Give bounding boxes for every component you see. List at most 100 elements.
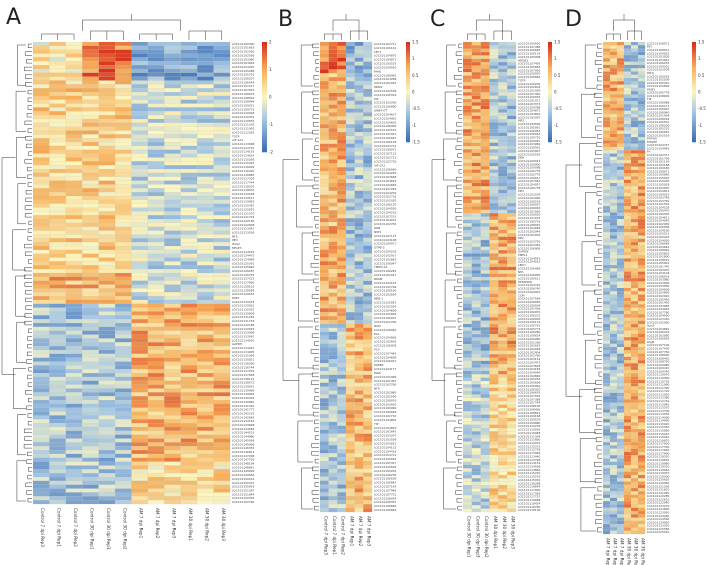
heatmap-cell: [462, 320, 472, 325]
heatmap-cell: [471, 273, 481, 278]
row-label: LOC101102663: [374, 257, 397, 261]
heatmap-cell: [609, 527, 618, 531]
heatmap-cell: [623, 140, 632, 144]
row-label: LOC101118650: [647, 458, 670, 462]
heatmap-cell: [489, 337, 499, 341]
heatmap-cell: [98, 84, 116, 89]
heatmap-cell: [328, 206, 338, 211]
heatmap-cell: [630, 117, 639, 121]
heatmap-cell: [363, 186, 373, 191]
heatmap-cell: [180, 446, 198, 451]
heatmap-cell: [623, 130, 632, 134]
heatmap-cell: [115, 315, 132, 320]
heatmap-cell: [49, 430, 66, 435]
heatmap-cell: [623, 222, 632, 226]
heatmap-cell: [337, 45, 347, 50]
heatmap-cell: [354, 292, 364, 297]
row-label: LOC101106120: [374, 203, 397, 207]
heatmap-cell: [147, 107, 165, 112]
heatmap-cell: [147, 303, 165, 308]
heatmap-cell: [623, 94, 632, 98]
heatmap-cell: [180, 299, 198, 304]
heatmap-cell: [131, 438, 149, 443]
heatmap-cell: [623, 166, 632, 171]
heatmap-cell: [616, 117, 625, 121]
heatmap-cell: [345, 229, 355, 235]
heatmap-cell: [637, 235, 646, 239]
heatmap-cell: [471, 495, 481, 499]
heatmap-cell: [328, 323, 338, 329]
heatmap-cell: [471, 276, 481, 281]
heatmap-cell: [609, 458, 618, 462]
heatmap-cell: [471, 62, 481, 66]
heatmap-cell: [354, 461, 364, 466]
heatmap-cell: [480, 85, 490, 90]
heatmap-cell: [98, 115, 116, 120]
heatmap-cell: [637, 133, 646, 138]
heatmap-cell: [637, 114, 646, 118]
heatmap-cell: [147, 411, 165, 416]
heatmap-cell: [147, 88, 165, 93]
heatmap-cell: [489, 441, 499, 445]
heatmap-cell: [489, 303, 499, 308]
heatmap-cell: [49, 311, 66, 316]
heatmap-cell: [147, 403, 165, 408]
heatmap-cell: [49, 242, 66, 247]
heatmap-cell: [609, 150, 618, 154]
heatmap-cell: [602, 392, 611, 397]
row-label: Fh: [647, 150, 651, 154]
heatmap-cell: [98, 103, 116, 108]
heatmap-cell: [462, 78, 472, 83]
row-label: LOC101106203: [647, 330, 670, 334]
row-label: LOC101107112: [374, 152, 397, 156]
heatmap-cell: [197, 392, 214, 397]
heatmap-cell: [602, 78, 611, 82]
heatmap-cell: [616, 301, 625, 305]
heatmap-cell: [623, 182, 632, 187]
heatmap-cell: [98, 261, 116, 266]
heatmap-cell: [328, 472, 338, 477]
heatmap-cell: [65, 68, 83, 73]
heatmap-cell: [213, 396, 231, 401]
heatmap-cell: [462, 105, 472, 110]
heatmap-cell: [98, 392, 116, 397]
heatmap-cell: [147, 326, 165, 331]
heatmap-cell: [197, 423, 214, 428]
row-label: LOC101108456: [518, 407, 541, 411]
heatmap-cell: [65, 130, 83, 135]
colorbar-segment: [548, 124, 552, 128]
heatmap-cell: [98, 426, 116, 431]
row-label: LOC101103970: [647, 268, 670, 272]
heatmap-cell: [115, 384, 132, 389]
heatmap-cell: [616, 373, 625, 377]
heatmap-cell: [345, 132, 355, 137]
heatmap-cell: [602, 291, 611, 295]
heatmap-cell: [32, 346, 50, 351]
heatmap-cell: [164, 80, 181, 85]
heatmap-cell: [616, 337, 625, 341]
heatmap-cell: [471, 421, 481, 425]
row-label: LOC101100504: [518, 303, 541, 307]
heatmap-cell: [489, 122, 499, 127]
heatmap-cell: [354, 77, 364, 82]
heatmap-cell: [462, 347, 472, 351]
heatmap-cell: [480, 152, 490, 157]
heatmap-cell: [98, 61, 116, 66]
heatmap-cell: [213, 373, 231, 378]
heatmap-cell: [65, 419, 83, 424]
heatmap-cell: [462, 132, 472, 137]
heatmap-cell: [498, 478, 508, 482]
heatmap-cell: [462, 407, 472, 412]
heatmap-cell: [131, 222, 149, 227]
heatmap-cell: [337, 335, 347, 340]
colorbar-segment: [692, 139, 696, 143]
heatmap-cell: [630, 179, 639, 184]
heatmap-cell: [32, 257, 50, 262]
heatmap-cell: [630, 510, 639, 515]
heatmap-cell: [363, 382, 373, 387]
heatmap-cell: [616, 330, 625, 335]
heatmap-cell: [609, 320, 618, 325]
heatmap-cell: [507, 471, 517, 476]
heatmap-cell: [337, 81, 347, 86]
heatmap-cell: [630, 520, 639, 525]
